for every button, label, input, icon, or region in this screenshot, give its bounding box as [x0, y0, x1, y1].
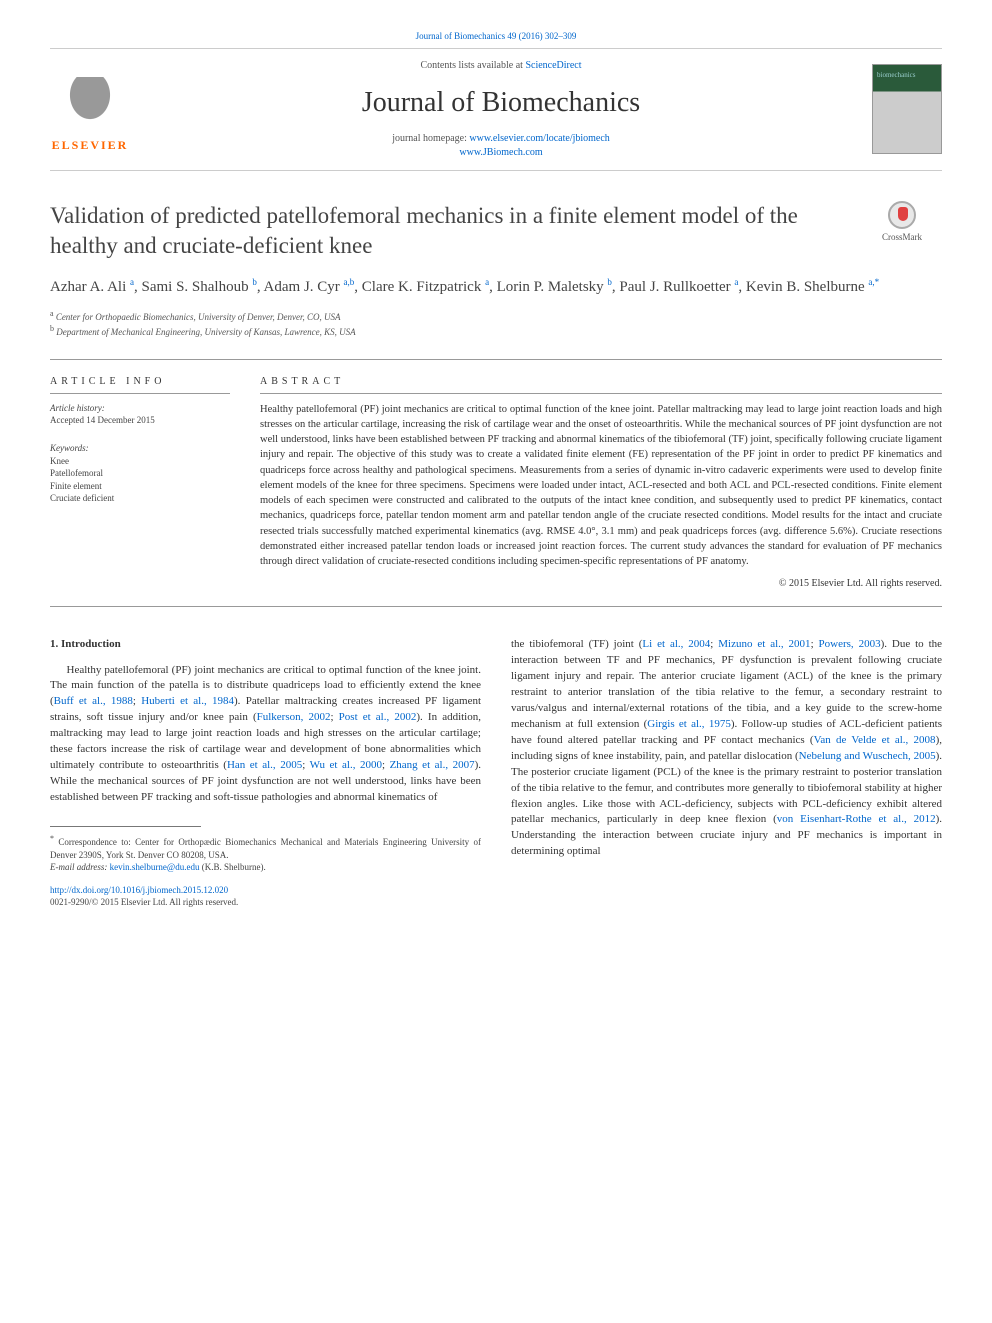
footnote-separator: [50, 826, 201, 827]
text-run: ). Due to the interaction between TF and…: [511, 638, 942, 730]
ref-link[interactable]: Huberti et al., 1984: [141, 695, 234, 707]
ref-link[interactable]: Van de Velde et al., 2008: [814, 734, 936, 746]
keyword-item: Cruciate deficient: [50, 492, 230, 505]
text-run: the tibiofemoral (TF) joint (: [511, 638, 642, 650]
keyword-item: Knee: [50, 455, 230, 468]
accepted-date: Accepted 14 December 2015: [50, 414, 230, 427]
intro-paragraph-1: Healthy patellofemoral (PF) joint mechan…: [50, 663, 481, 806]
text-run: ;: [811, 638, 819, 650]
email-footnote: E-mail address: kevin.shelburne@du.edu (…: [50, 861, 481, 874]
ref-link[interactable]: Powers, 2003: [819, 638, 881, 650]
crossmark-widget[interactable]: CrossMark: [862, 201, 942, 244]
contents-line: Contents lists available at ScienceDirec…: [150, 59, 852, 73]
elsevier-logo: ELSEVIER: [50, 64, 130, 154]
abstract-copyright: © 2015 Elsevier Ltd. All rights reserved…: [260, 577, 942, 591]
intro-paragraph-2: the tibiofemoral (TF) joint (Li et al., …: [511, 637, 942, 860]
issn-line: 0021-9290/© 2015 Elsevier Ltd. All right…: [50, 896, 481, 909]
ref-link[interactable]: Nebelung and Wuschech, 2005: [799, 750, 936, 762]
abstract-heading: ABSTRACT: [260, 375, 942, 394]
journal-name: Journal of Biomechanics: [150, 83, 852, 122]
ref-link[interactable]: von Eisenhart-Rothe et al., 2012: [777, 813, 936, 825]
journal-cover-icon: [872, 64, 942, 154]
contents-prefix: Contents lists available at: [420, 60, 525, 71]
affiliation-line: a Center for Orthopaedic Biomechanics, U…: [50, 308, 942, 324]
elsevier-tree-icon: [55, 77, 125, 137]
email-suffix: (K.B. Shelburne).: [199, 862, 265, 872]
ref-link[interactable]: Zhang et al., 2007: [390, 759, 475, 771]
column-right: the tibiofemoral (TF) joint (Li et al., …: [511, 637, 942, 909]
homepage-line: journal homepage: www.elsevier.com/locat…: [150, 132, 852, 160]
citation-line: Journal of Biomechanics 49 (2016) 302–30…: [50, 30, 942, 43]
title-row: Validation of predicted patellofemoral m…: [50, 201, 942, 261]
header-center: Contents lists available at ScienceDirec…: [150, 59, 852, 160]
text-run: ;: [302, 759, 309, 771]
doi-link[interactable]: http://dx.doi.org/10.1016/j.jbiomech.201…: [50, 885, 228, 895]
text-run: ;: [330, 711, 338, 723]
abstract: ABSTRACT Healthy patellofemoral (PF) joi…: [260, 375, 942, 591]
intro-heading: 1. Introduction: [50, 637, 481, 652]
ref-link[interactable]: Mizuno et al., 2001: [718, 638, 810, 650]
column-left: 1. Introduction Healthy patellofemoral (…: [50, 637, 481, 909]
info-abstract-row: ARTICLE INFO Article history: Accepted 1…: [50, 359, 942, 607]
abstract-text: Healthy patellofemoral (PF) joint mechan…: [260, 402, 942, 569]
article-info: ARTICLE INFO Article history: Accepted 1…: [50, 375, 230, 591]
article-title: Validation of predicted patellofemoral m…: [50, 201, 842, 261]
email-link[interactable]: kevin.shelburne@du.edu: [110, 862, 200, 872]
ref-link[interactable]: Buff et al., 1988: [54, 695, 133, 707]
history-label: Article history:: [50, 402, 230, 415]
authors: Azhar A. Ali a, Sami S. Shalhoub b, Adam…: [50, 276, 942, 298]
article-info-heading: ARTICLE INFO: [50, 375, 230, 394]
elsevier-text: ELSEVIER: [52, 137, 129, 154]
body-columns: 1. Introduction Healthy patellofemoral (…: [50, 637, 942, 909]
homepage-prefix: journal homepage:: [392, 133, 469, 144]
crossmark-label: CrossMark: [882, 232, 922, 242]
text-run: ;: [382, 759, 390, 771]
keyword-item: Patellofemoral: [50, 467, 230, 480]
doi-line: http://dx.doi.org/10.1016/j.jbiomech.201…: [50, 884, 481, 897]
corr-text: Correspondence to: Center for Orthopædic…: [50, 837, 481, 860]
homepage-link-2[interactable]: www.JBiomech.com: [459, 147, 542, 158]
ref-link[interactable]: Li et al., 2004: [642, 638, 710, 650]
homepage-link-1[interactable]: www.elsevier.com/locate/jbiomech: [469, 133, 609, 144]
corr-symbol: *: [50, 834, 54, 843]
ref-link[interactable]: Girgis et al., 1975: [647, 718, 731, 730]
ref-link[interactable]: Han et al., 2005: [227, 759, 302, 771]
keyword-item: Finite element: [50, 480, 230, 493]
journal-header: ELSEVIER Contents lists available at Sci…: [50, 48, 942, 171]
affiliation-line: b Department of Mechanical Engineering, …: [50, 323, 942, 339]
ref-link[interactable]: Wu et al., 2000: [310, 759, 382, 771]
keywords-label: Keywords:: [50, 442, 230, 455]
crossmark-icon: [888, 201, 916, 229]
sciencedirect-link[interactable]: ScienceDirect: [525, 60, 581, 71]
text-run: ;: [133, 695, 141, 707]
keywords-list: KneePatellofemoralFinite elementCruciate…: [50, 455, 230, 505]
email-label: E-mail address:: [50, 862, 110, 872]
affiliations: a Center for Orthopaedic Biomechanics, U…: [50, 308, 942, 339]
ref-link[interactable]: Post et al., 2002: [339, 711, 417, 723]
correspondence-footnote: * Correspondence to: Center for Orthopæd…: [50, 833, 481, 861]
ref-link[interactable]: Fulkerson, 2002: [257, 711, 331, 723]
